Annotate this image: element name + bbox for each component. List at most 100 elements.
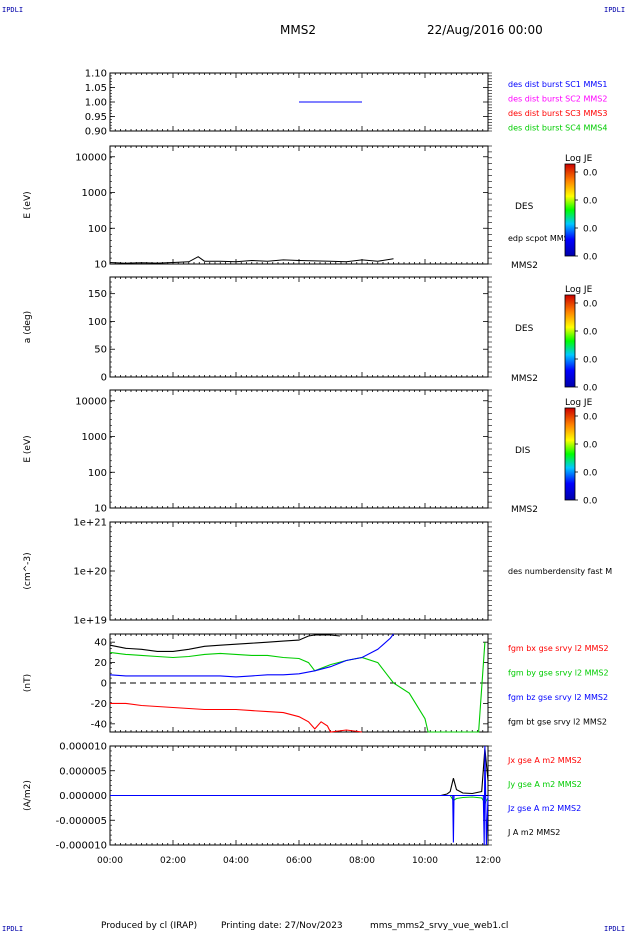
series-line	[109, 642, 486, 733]
y-axis-label: (cm^-3)	[23, 552, 33, 589]
panel-p1: 1.10 1.05 1.00 0.95 0.90 des dist burst SC1 M…	[85, 69, 608, 138]
colorbar-tick-label: 0.0	[583, 300, 598, 310]
footer-filename: mms_mms2_srvy_vue_web1.cl	[370, 921, 508, 931]
overlay-label: edp scpot MMS2	[508, 234, 574, 243]
y-axis-label: E (eV)	[23, 191, 33, 218]
panel-frame	[109, 521, 489, 621]
x-tick-label: 00:00	[97, 856, 123, 866]
panel-p4: 10000 1000 100 10 E (eV) DIS MMS2 Log JE 0.0 0.0 0…	[23, 389, 598, 515]
colorbar-title: Log JE	[565, 285, 593, 295]
x-tick-label: 04:00	[223, 856, 249, 866]
y-tick-label: 50	[94, 345, 107, 356]
y-tick-label: 0.95	[85, 112, 107, 123]
legend-entry: Jx gse A m2 MMS2	[507, 756, 582, 765]
y-tick-label: 100	[88, 224, 107, 235]
colorbar-tick-label: 0.0	[583, 356, 598, 366]
y-tick-label: 0.90	[85, 127, 107, 138]
legend-entry: Jz gse A m2 MMS2	[507, 804, 581, 813]
colorbar-tick-label: 0.0	[583, 469, 598, 479]
panel-stack: 1.10 1.05 1.00 0.95 0.90 des dist burst SC1 M…	[23, 69, 612, 867]
y-tick-label: 0	[101, 679, 107, 690]
y-tick-label: 1e+19	[73, 616, 107, 627]
legend-entry: Jy gse A m2 MMS2	[507, 780, 582, 789]
series-line	[110, 748, 489, 797]
panel-p2: 10000 1000 100 10 E (eV) DES MMS2 edp scpot MMS…	[23, 145, 598, 271]
panel-p5: 1e+21 1e+20 1e+19 (cm^-3) des numberdensity …	[23, 518, 612, 627]
series-line	[109, 634, 340, 652]
y-tick-label: -0.000010	[56, 841, 107, 852]
legend-entry: des dist burst SC2 MMS2	[508, 95, 607, 104]
panel-label: DES	[515, 202, 534, 212]
y-tick-label: 0	[101, 373, 107, 384]
corner-tag-bottom-right: IPDLI	[604, 925, 625, 933]
colorbar	[564, 163, 576, 257]
colorbar-tick-label: 0.0	[583, 497, 598, 507]
footer-produced-by: Produced by cl (IRAP)	[101, 921, 197, 931]
legend-entry: des dist burst SC1 MMS1	[508, 80, 607, 89]
y-tick-label: 0.000005	[59, 766, 107, 777]
colorbar	[564, 407, 576, 501]
colorbar-tick-label: 0.0	[583, 225, 598, 235]
legend-entry: des dist burst SC4 MMS4	[508, 124, 607, 133]
colorbar-tick-label: 0.0	[583, 384, 598, 394]
legend-entry: fgm bz gse srvy l2 MMS2	[508, 693, 608, 702]
panel-label: DIS	[515, 446, 531, 456]
y-tick-label: 0.000000	[59, 791, 107, 802]
series-line	[110, 794, 489, 804]
y-axis-label: E (eV)	[23, 435, 33, 462]
x-tick-label: 06:00	[286, 856, 312, 866]
legend-entry: J A m2 MMS2	[507, 828, 560, 837]
x-tick-label: 10:00	[412, 856, 438, 866]
x-tick-label: 02:00	[160, 856, 186, 866]
colorbar-title: Log JE	[565, 398, 593, 408]
colorbar-tick-label: 0.0	[583, 169, 598, 179]
colorbar-tick-label: 0.0	[583, 328, 598, 338]
panel-label: DES	[515, 324, 534, 334]
panel-p7: 0.000010 0.000005 0.000000 -0.000005 -0.0000…	[23, 742, 582, 852]
y-tick-label: 10	[94, 260, 107, 271]
y-tick-label: 100	[88, 317, 107, 328]
footer-printing-date: Printing date: 27/Nov/2023	[221, 921, 343, 931]
corner-tag-bottom-left: IPDLI	[2, 925, 23, 933]
y-tick-label: 10000	[75, 396, 107, 407]
y-tick-label: 1.00	[85, 98, 107, 109]
panel-p3: 150 100 50 0 a (deg) DES MMS2 Log JE 0.0 0.0 0.0 0.…	[23, 276, 598, 394]
panel-side-label: MMS2	[511, 505, 538, 515]
panel-frame	[109, 145, 489, 265]
header-spacecraft: MMS2	[280, 23, 316, 37]
colorbar-tick-label: 0.0	[583, 253, 598, 263]
header-datetime: 22/Aug/2016 00:00	[427, 23, 543, 37]
y-axis-label: a (deg)	[23, 311, 33, 343]
colorbar	[564, 294, 576, 388]
y-tick-label: 20	[94, 658, 107, 669]
corner-tag-top-right: IPDLI	[604, 6, 625, 14]
y-tick-label: 40	[94, 638, 107, 649]
y-tick-label: -40	[91, 719, 107, 730]
series-line	[110, 745, 489, 846]
x-tick-label: 12:00	[475, 856, 501, 866]
legend-entry: des dist burst SC3 MMS3	[508, 109, 607, 118]
y-tick-label: 1000	[82, 188, 107, 199]
legend-entry: fgm bx gse srvy l2 MMS2	[508, 644, 609, 653]
legend-entry: fgm bt gse srvy l2 MMS2	[508, 718, 607, 727]
y-tick-label: 1e+21	[73, 518, 107, 529]
series-line	[110, 702, 363, 733]
overlay-line	[109, 256, 394, 264]
y-tick-label: 10000	[75, 152, 107, 163]
y-tick-label: -0.000005	[56, 816, 107, 827]
y-tick-label: 100	[88, 468, 107, 479]
corner-tag-top-left: IPDLI	[2, 6, 23, 14]
colorbar-tick-label: 0.0	[583, 413, 598, 423]
panel-side-label: MMS2	[511, 374, 538, 384]
panel-side-label: MMS2	[511, 261, 538, 271]
colorbar-title: Log JE	[565, 154, 593, 164]
colorbar-tick-label: 0.0	[583, 197, 598, 207]
y-tick-label: 150	[88, 289, 107, 300]
y-tick-label: 10	[94, 504, 107, 515]
y-tick-label: 1.05	[85, 83, 107, 94]
y-tick-label: 1000	[82, 432, 107, 443]
panel-frame	[109, 276, 489, 378]
panel-p6: 40 20 0 -20 -40 (nT) fgm bx gse srvy l2 MMS2 fg…	[23, 633, 609, 733]
y-tick-label: -20	[91, 699, 107, 710]
